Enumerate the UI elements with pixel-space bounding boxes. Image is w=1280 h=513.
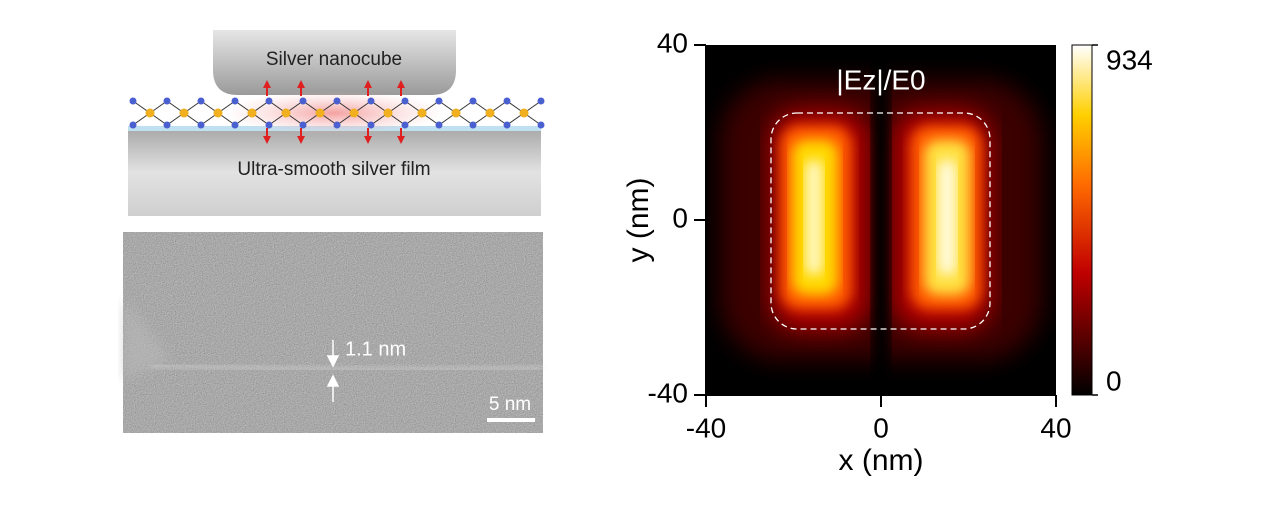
atom [129, 97, 137, 105]
y-tick-label: -40 [648, 377, 688, 408]
atom [163, 121, 171, 129]
colorbar-tick-label: 0 [1106, 365, 1122, 396]
x-tick-label: 40 [1040, 412, 1071, 443]
x-tick-label: 0 [873, 412, 889, 443]
atom [145, 108, 155, 118]
atom [197, 97, 205, 105]
atom [503, 121, 511, 129]
y-tick-label: 0 [672, 202, 688, 233]
atom [265, 97, 273, 105]
atom [315, 108, 325, 118]
field-arrows [263, 80, 405, 144]
arrow-head [297, 80, 305, 88]
arrow-head [297, 136, 305, 144]
atom [349, 108, 359, 118]
atom [129, 121, 137, 129]
atom [265, 121, 273, 129]
arrow-head [364, 80, 372, 88]
atomic-lattice [129, 97, 545, 129]
atom [469, 97, 477, 105]
sem-gap-line [149, 363, 544, 371]
arrow-head [397, 80, 405, 88]
atom [383, 108, 393, 118]
atom [485, 108, 495, 118]
sem-image [123, 232, 543, 433]
atom [163, 97, 171, 105]
x-axis-label: x (nm) [839, 444, 924, 477]
nanocube-label: Silver nanocube [266, 49, 402, 70]
film-label: Ultra-smooth silver film [237, 159, 430, 180]
atom [197, 121, 205, 129]
atom [247, 108, 257, 118]
atom [367, 121, 375, 129]
atom [299, 121, 307, 129]
atom [537, 121, 545, 129]
atom [213, 108, 223, 118]
silver-film [128, 128, 541, 216]
atom [299, 97, 307, 105]
atom [367, 97, 375, 105]
y-tick-label: 40 [657, 27, 688, 58]
atom [417, 108, 427, 118]
atom [281, 108, 291, 118]
atom [469, 121, 477, 129]
colorbar-tick-label: 934 [1106, 44, 1153, 75]
atom [451, 108, 461, 118]
atom [333, 97, 341, 105]
x-tick-label: -40 [686, 412, 726, 443]
atom [435, 97, 443, 105]
atom [179, 108, 189, 118]
atom [231, 97, 239, 105]
atom [231, 121, 239, 129]
atom [435, 121, 443, 129]
nanocube [213, 30, 456, 95]
atom [401, 121, 409, 129]
y-axis-label: y (nm) [622, 178, 655, 263]
scale-bar [487, 418, 535, 422]
arrow-head [263, 136, 271, 144]
atom [401, 97, 409, 105]
scale-bar-label: 5 nm [489, 394, 531, 415]
colorbar [1071, 44, 1093, 396]
atom [519, 108, 529, 118]
hotspot-glow [224, 91, 444, 135]
arrow-head [263, 80, 271, 88]
gap-arrows [326, 340, 340, 402]
gap-label: 1.1 nm [345, 338, 406, 360]
sem-bright-region [123, 300, 170, 380]
arrow-head [364, 136, 372, 144]
atom [537, 97, 545, 105]
atom [503, 97, 511, 105]
atom [333, 121, 341, 129]
heatmap-field [706, 45, 1056, 395]
arrow-head [397, 136, 405, 144]
heatmap-title: |Ez|/E0 [836, 64, 925, 95]
